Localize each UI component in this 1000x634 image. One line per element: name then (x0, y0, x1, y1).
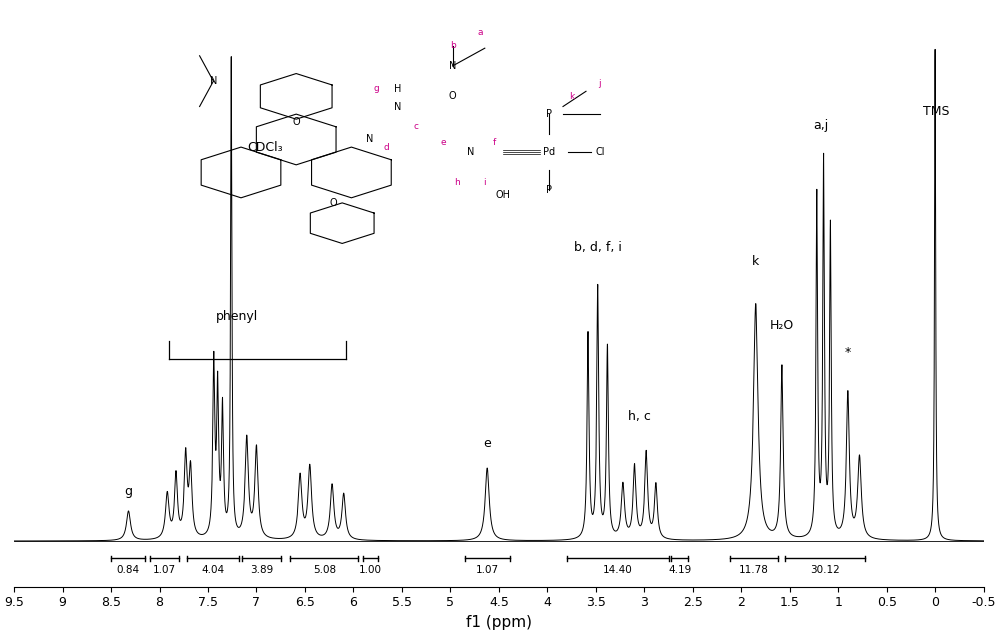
Text: e: e (483, 437, 491, 450)
Text: d: d (384, 143, 389, 152)
Text: P: P (546, 109, 552, 119)
Text: a: a (477, 29, 483, 37)
Text: N: N (210, 76, 217, 86)
Text: c: c (413, 122, 418, 131)
Text: N: N (449, 61, 456, 71)
Text: N: N (366, 134, 373, 145)
Text: 4.19: 4.19 (668, 565, 691, 574)
Text: Pd: Pd (543, 147, 555, 157)
Text: 3.89: 3.89 (250, 565, 273, 574)
Text: OH: OH (496, 190, 511, 200)
Text: CDCl₃: CDCl₃ (247, 141, 282, 154)
Text: H₂O: H₂O (770, 319, 794, 332)
Text: 14.40: 14.40 (603, 565, 632, 574)
Text: *: * (845, 346, 851, 359)
Text: g: g (125, 485, 133, 498)
Text: h, c: h, c (628, 410, 651, 423)
Text: N: N (467, 147, 475, 157)
Text: g: g (373, 84, 379, 93)
Text: 5.08: 5.08 (313, 565, 336, 574)
Text: f: f (492, 138, 496, 146)
Text: 1.07: 1.07 (476, 565, 499, 574)
Text: b, d, f, i: b, d, f, i (574, 242, 622, 254)
Text: 1.00: 1.00 (359, 565, 382, 574)
Text: P: P (546, 185, 552, 195)
Text: O: O (449, 91, 456, 101)
Text: 30.12: 30.12 (810, 565, 840, 574)
Text: i: i (483, 178, 486, 187)
X-axis label: f1 (ppm): f1 (ppm) (466, 615, 532, 630)
Text: h: h (454, 178, 460, 187)
Text: phenyl: phenyl (216, 309, 258, 323)
Text: k: k (752, 255, 759, 268)
Text: Cl: Cl (595, 147, 605, 157)
Text: j: j (598, 79, 601, 88)
Text: O: O (329, 198, 337, 208)
Text: k: k (570, 92, 575, 101)
Text: 4.04: 4.04 (201, 565, 224, 574)
Text: a,j: a,j (813, 119, 828, 132)
Text: 0.84: 0.84 (116, 565, 140, 574)
Text: O: O (292, 117, 300, 127)
Text: 1.07: 1.07 (153, 565, 176, 574)
Text: TMS: TMS (923, 105, 950, 118)
Text: 11.78: 11.78 (739, 565, 769, 574)
Text: H: H (394, 84, 401, 94)
Text: N: N (394, 101, 401, 112)
Text: b: b (450, 41, 455, 50)
Text: e: e (441, 138, 446, 146)
